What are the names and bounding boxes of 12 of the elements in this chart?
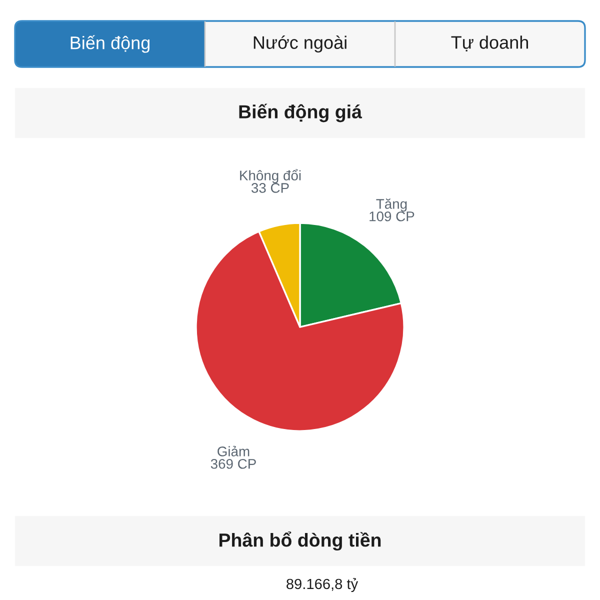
data-label: 369 CP	[210, 458, 256, 469]
slice-label: Giảm	[218, 446, 250, 456]
slice-label: Tăng	[376, 198, 407, 212]
text: Tự doanh	[451, 36, 528, 52]
chart-title: Biến động giá	[239, 104, 362, 122]
text: Nước ngoài	[254, 35, 346, 53]
text: Biến động	[70, 35, 150, 53]
text: Phân bổ dòng tiền	[220, 531, 381, 551]
slice-label: Không đổi	[240, 169, 301, 184]
data-label: 109 CP	[370, 211, 414, 222]
text: 89.166,8 tỷ	[286, 578, 358, 592]
data-label: 33 CP	[251, 183, 289, 193]
